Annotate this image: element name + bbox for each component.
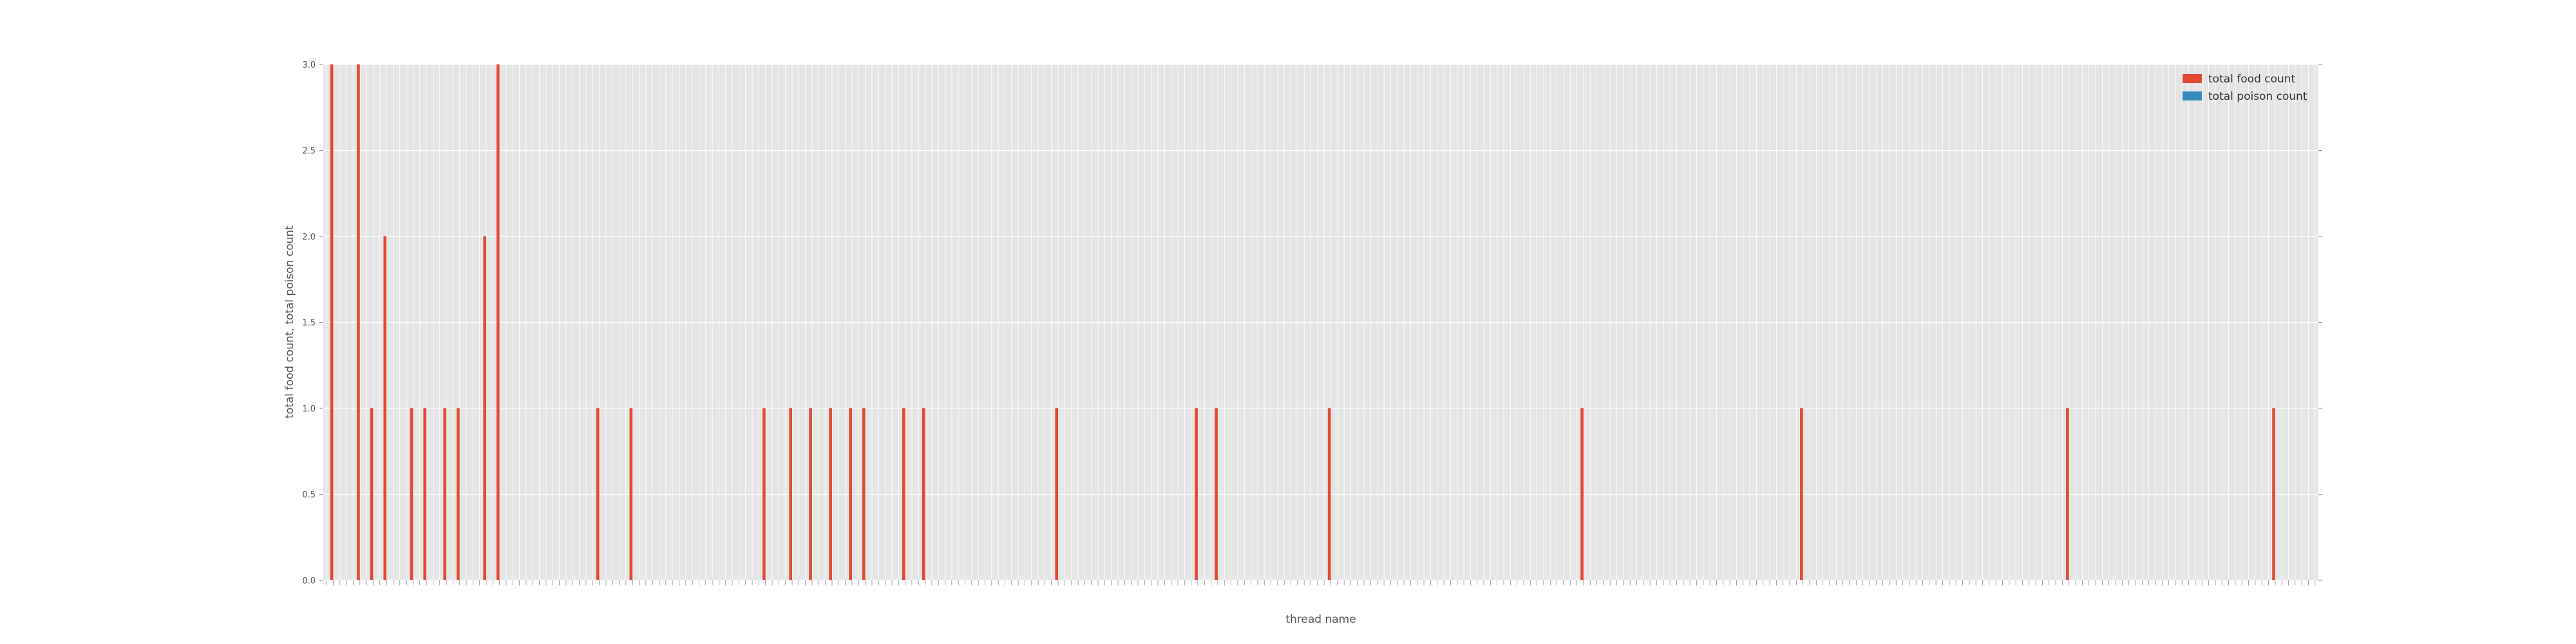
y-tick-label: 0.0 (302, 576, 316, 586)
bar-food-count (789, 408, 793, 580)
bar-food-count (596, 408, 600, 580)
bar-food-count (1055, 408, 1059, 580)
bar-food-count (809, 408, 813, 580)
y-tick-label: 3.0 (302, 61, 316, 70)
bar-food-count (862, 408, 866, 580)
bar-food-count (2272, 408, 2275, 580)
bar-food-count (330, 64, 334, 580)
bar-food-count (922, 408, 925, 580)
bar-food-count (1800, 408, 1803, 580)
bar-food-count (1195, 408, 1198, 580)
bars-group (330, 64, 2275, 580)
bar-food-count (1580, 408, 1584, 580)
bar-food-count (357, 64, 360, 580)
y-tick-label: 2.5 (302, 147, 316, 156)
bar-food-count (2066, 408, 2069, 580)
bar-food-count (457, 408, 460, 580)
x-tick-marks (326, 580, 2316, 585)
legend-swatch-poison (2183, 91, 2202, 100)
y-tick-label: 1.5 (302, 319, 316, 328)
bar-food-count (849, 408, 852, 580)
x-axis-title: thread name (1285, 613, 1356, 626)
legend-swatch-food (2183, 74, 2202, 83)
bar-food-count (497, 64, 500, 580)
y-tick-label: 1.0 (302, 404, 316, 414)
bar-food-count (483, 236, 487, 580)
bar-food-count (443, 408, 447, 580)
bar-food-count (423, 408, 427, 580)
y-gridlines (323, 64, 2318, 581)
legend-label-food: total food count (2208, 73, 2296, 86)
bar-food-count (829, 408, 832, 580)
y-axis-title: total food count, total poison count (283, 225, 296, 419)
bar-food-count (1215, 408, 1218, 580)
bar-food-count (762, 408, 766, 580)
legend: total food count total poison count (2183, 73, 2307, 103)
bar-food-count (410, 408, 413, 580)
y-tick-label: 2.0 (302, 232, 316, 242)
bar-food-count (370, 408, 374, 580)
bar-food-count (902, 408, 905, 580)
bar-food-count (1327, 408, 1331, 580)
y-tick-labels: 0.0 0.5 1.0 1.5 2.0 2.5 3.0 (302, 61, 2322, 586)
y-tick-label: 0.5 (302, 491, 316, 500)
bar-food-count (383, 236, 387, 580)
legend-label-poison: total poison count (2208, 90, 2307, 103)
bar-food-count (629, 408, 633, 580)
